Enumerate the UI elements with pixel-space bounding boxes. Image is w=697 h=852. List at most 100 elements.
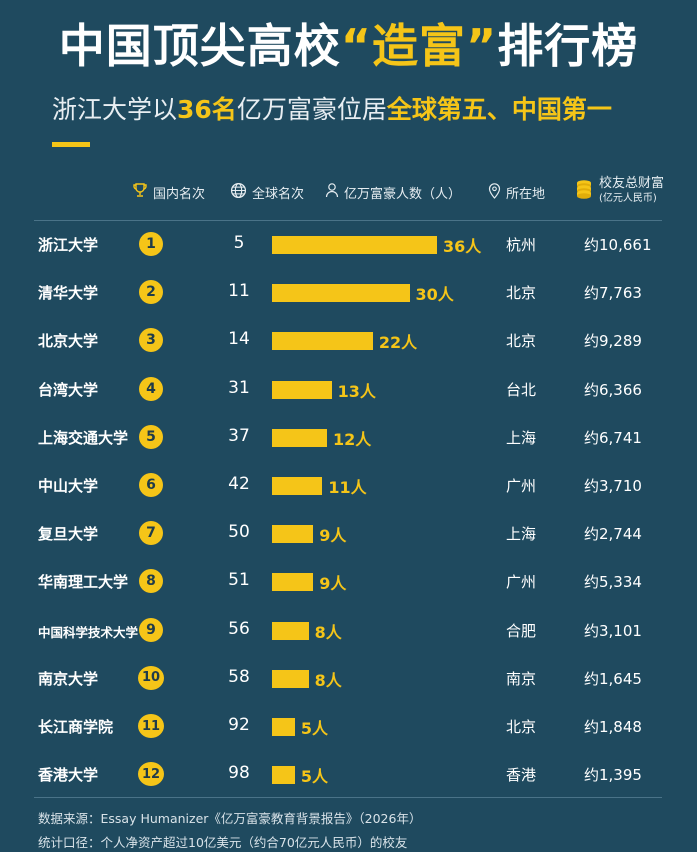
header-label: 亿万富豪人数（人） — [344, 186, 462, 202]
location: 香港 — [506, 766, 537, 785]
global-rank: 92 — [228, 715, 250, 735]
university-name: 上海交通大学 — [38, 428, 129, 447]
alumni-wealth: 约6,741 — [584, 428, 642, 447]
table-header: 国内名次 全球名次 亿万富豪人数（人） 所在地 校友总财富 (亿元人民币) — [0, 176, 697, 216]
global-rank: 31 — [228, 377, 250, 398]
globe-icon — [230, 182, 247, 203]
billionaire-count-bar — [272, 718, 295, 736]
alumni-wealth: 约3,101 — [584, 621, 642, 640]
coins-icon — [574, 178, 594, 204]
domestic-rank-badge: 9 — [139, 617, 163, 642]
header-billionaires: 亿万富豪人数（人） — [325, 182, 461, 202]
university-name: 中国科学技术大学 — [38, 624, 139, 640]
subtitle-text: 浙江大学以 — [52, 95, 178, 124]
domestic-rank-badge: 10 — [138, 665, 164, 690]
domestic-rank-badge: 12 — [138, 762, 164, 787]
trophy-icon — [132, 182, 148, 202]
alumni-wealth: 约1,645 — [584, 669, 642, 688]
university-name: 中山大学 — [38, 477, 99, 495]
location: 广州 — [506, 477, 537, 495]
alumni-wealth: 约5,334 — [584, 573, 642, 592]
university-name: 北京大学 — [38, 332, 99, 351]
global-rank: 14 — [228, 329, 250, 350]
header-label: 所在地 — [506, 187, 546, 202]
billionaire-count-bar — [272, 236, 437, 254]
billionaire-count-label: 12人 — [333, 429, 372, 449]
university-name: 华南理工大学 — [38, 573, 129, 592]
location: 广州 — [506, 573, 537, 592]
header-global-rank: 全球名次 — [230, 182, 304, 203]
billionaire-count-label: 36人 — [443, 237, 482, 256]
location: 上海 — [506, 428, 537, 447]
table-row: 南京大学 10 58 8人 南京 约1,645 — [0, 656, 697, 704]
title-highlight: “造富” — [340, 19, 498, 73]
billionaire-count-bar — [272, 477, 323, 495]
billionaire-count-bar — [272, 525, 314, 544]
table-row: 北京大学 3 14 22人 北京 约9,289 — [0, 318, 697, 366]
header-label: 校友总财富 — [599, 176, 665, 191]
global-rank: 51 — [228, 570, 250, 591]
billionaire-count-bar — [272, 380, 332, 399]
university-name: 清华大学 — [38, 284, 99, 303]
billionaire-count-label: 13人 — [337, 381, 376, 401]
title-text: 中国顶尖高校 — [58, 19, 341, 73]
billionaire-count-bar — [272, 621, 309, 640]
billionaire-count-label: 8人 — [314, 670, 342, 690]
header-label: 全球名次 — [252, 187, 305, 202]
alumni-wealth: 约6,366 — [584, 380, 642, 399]
subtitle-highlight-rank: 全球第五、中国第一 — [386, 95, 612, 124]
billionaire-count-bar — [272, 669, 309, 688]
billionaire-count-bar — [272, 428, 327, 447]
table-row: 复旦大学 7 50 9人 上海 约2,744 — [0, 511, 697, 559]
billionaire-count-label: 8人 — [314, 622, 342, 642]
billionaire-count-bar — [272, 284, 410, 303]
location-pin-icon — [488, 182, 501, 203]
subtitle-text-mid: 亿万富豪位居 — [236, 95, 387, 124]
domestic-rank-badge: 6 — [139, 473, 163, 497]
global-rank: 56 — [228, 618, 250, 639]
table-row: 长江商学院 11 92 5人 北京 约1,848 — [0, 704, 697, 752]
alumni-wealth: 约1,395 — [584, 766, 642, 785]
university-name: 香港大学 — [38, 766, 99, 785]
billionaire-count-label: 5人 — [300, 719, 329, 738]
table-row: 华南理工大学 8 51 9人 广州 约5,334 — [0, 559, 697, 607]
title-text-end: 排行榜 — [497, 19, 639, 73]
global-rank: 11 — [228, 281, 250, 302]
billionaire-count-bar — [272, 573, 314, 592]
alumni-wealth: 约2,744 — [584, 525, 642, 544]
location: 杭州 — [506, 236, 537, 254]
alumni-wealth: 约1,848 — [584, 718, 642, 736]
location: 台北 — [506, 380, 537, 399]
alumni-wealth: 约10,661 — [584, 236, 652, 254]
location: 北京 — [506, 284, 537, 303]
billionaire-count-bar — [272, 332, 373, 351]
global-rank: 98 — [228, 763, 250, 784]
page-subtitle: 浙江大学以36名亿万富豪位居全球第五、中国第一 — [52, 90, 612, 126]
global-rank: 5 — [233, 233, 245, 253]
billionaire-count-label: 5人 — [300, 767, 329, 787]
table-row: 台湾大学 4 31 13人 台北 约6,366 — [0, 367, 697, 415]
alumni-wealth: 约3,710 — [584, 477, 642, 495]
university-name: 台湾大学 — [38, 380, 99, 399]
alumni-wealth: 约7,763 — [584, 284, 642, 303]
footer-scope: 统计口径：个人净资产超过10亿美元（约合70亿元人民币）的校友 — [38, 835, 408, 850]
page-title: 中国顶尖高校“造富”排行榜 — [0, 10, 697, 76]
university-name: 长江商学院 — [38, 718, 114, 736]
table-row: 浙江大学 1 5 36人 杭州 约10,661 — [0, 222, 697, 270]
domestic-rank-badge: 11 — [138, 714, 164, 738]
location: 南京 — [506, 669, 537, 688]
footer-source: 数据来源：Essay Humanizer《亿万富豪教育背景报告》（2026年） — [38, 811, 422, 826]
domestic-rank-badge: 8 — [139, 569, 163, 594]
billionaire-count-label: 9人 — [319, 574, 347, 594]
subtitle-highlight-count: 36名 — [177, 95, 237, 124]
domestic-rank-badge: 1 — [139, 232, 163, 256]
domestic-rank-badge: 3 — [139, 328, 163, 353]
domestic-rank-badge: 5 — [139, 424, 163, 449]
header-label: 国内名次 — [153, 186, 206, 202]
domestic-rank-badge: 7 — [139, 521, 163, 546]
university-name: 复旦大学 — [38, 525, 99, 544]
person-icon — [325, 182, 339, 202]
university-name: 南京大学 — [38, 669, 99, 688]
location: 北京 — [506, 332, 537, 351]
table-row: 香港大学 12 98 5人 香港 约1,395 — [0, 752, 697, 800]
